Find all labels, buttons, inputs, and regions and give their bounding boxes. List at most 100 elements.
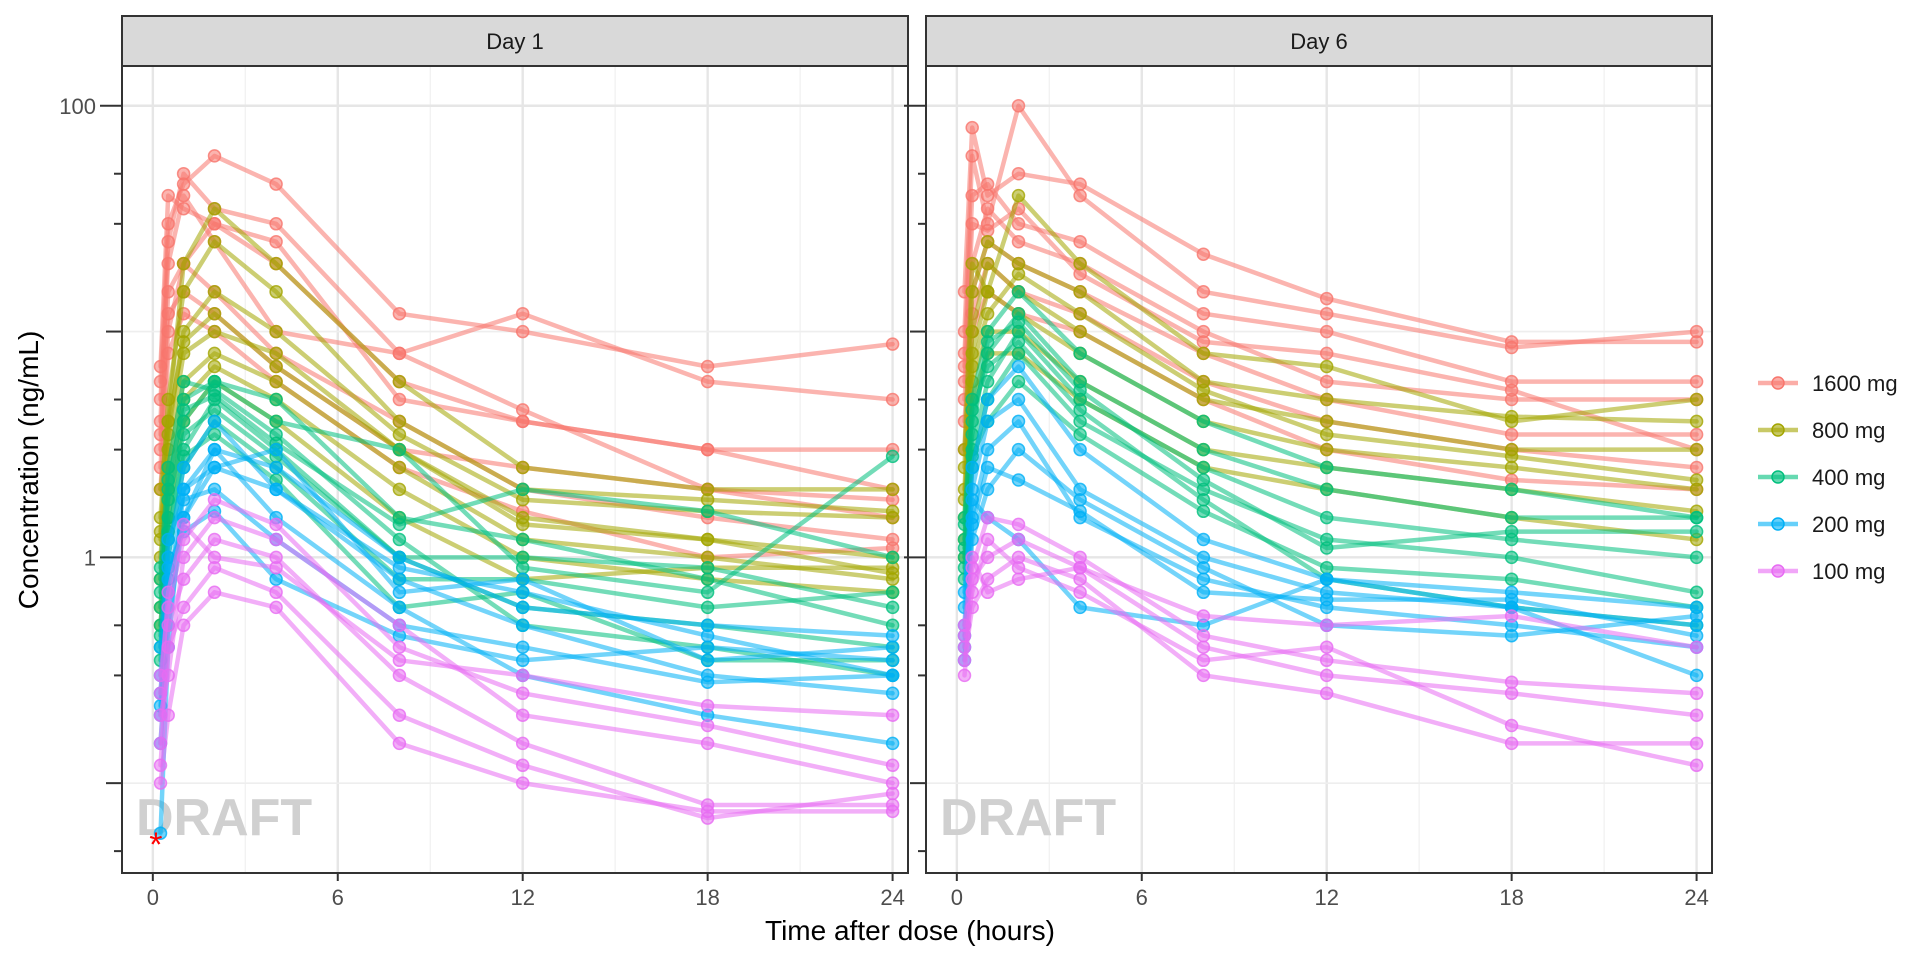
panel-2-data-point (1504, 628, 1519, 643)
panel-1-data-point (515, 736, 530, 751)
panel-1-data-point (392, 585, 407, 600)
panel-2-data-point (1073, 234, 1087, 249)
panel-1-data-point (700, 628, 715, 643)
panel-1-data-point (515, 653, 530, 668)
panel-2-data-point (965, 217, 979, 231)
panel-1-x-tick-label: 12 (510, 885, 534, 910)
panel-2-data-point (1319, 306, 1334, 321)
panel-1-data-point (392, 414, 407, 429)
panel-2-data-point (957, 668, 972, 683)
panel-1-data-point (700, 492, 715, 507)
panel-1-data-point (269, 414, 283, 429)
panel-2-data-point (1073, 383, 1087, 397)
panel-2-data-point (1319, 592, 1334, 607)
panel-1-data-point (885, 600, 900, 615)
panel-2-data-point (980, 460, 995, 475)
panel-2-data-point (957, 640, 972, 654)
panel-1-data-point (515, 618, 530, 633)
y-axis-title: Concentration (ng/mL) (13, 331, 44, 610)
panel-1-data-point (207, 324, 222, 339)
panel-1-data-point (392, 560, 407, 575)
panel-1-data-point (885, 337, 900, 351)
panel-2-x-tick-label: 6 (1136, 885, 1148, 910)
panel-1-data-point (700, 640, 715, 654)
panel-2-data-point (1196, 560, 1211, 575)
panel-1-data-point (269, 442, 283, 457)
panel-2-data-point (957, 618, 972, 633)
panel-1-data-point (207, 460, 222, 475)
panel-1-data-point (207, 359, 222, 374)
panel-2-data-point (1319, 510, 1334, 525)
panel-1-data-point (161, 256, 175, 271)
panel-2-data-point (1196, 653, 1211, 668)
panel-1-data-point (700, 600, 715, 615)
panel-2-x-tick-label: 0 (951, 885, 963, 910)
panel-1-data-point (207, 388, 222, 403)
panel-1-data-point (885, 758, 900, 773)
panel-1-data-point (269, 346, 283, 361)
panel-2-data-point (1196, 306, 1211, 321)
panel-2-data-point (1689, 374, 1704, 389)
panel-2-data-point (1011, 267, 1026, 281)
panel-1-x-tick-label: 6 (332, 885, 344, 910)
legend-key-point (1771, 423, 1785, 437)
panel-2-data-point (1073, 188, 1087, 203)
panel-2-data-point (1689, 427, 1704, 442)
panel-2-data-point (980, 223, 995, 238)
panel-1-data-point (392, 517, 407, 532)
panel-2-data-point (1504, 482, 1519, 497)
panel-2-data-point (980, 285, 995, 299)
panel-2-series (957, 120, 1704, 349)
y-tick-label: 100 (59, 94, 96, 119)
legend-label: 400 mg (1812, 465, 1885, 490)
panel-2-border (925, 65, 1713, 874)
legend-label: 1600 mg (1812, 371, 1898, 396)
panel-1-data-point (269, 374, 283, 389)
panel-2-x-tick-label: 12 (1314, 885, 1338, 910)
panel-2-data-point (1504, 572, 1519, 586)
panel-1-data-point (153, 826, 168, 840)
panel-1-data-point (392, 668, 407, 683)
panel-2-data-point (965, 188, 979, 203)
panel-1-data-point (885, 736, 900, 751)
panel-1-data-point (207, 403, 222, 417)
panel-2-data-point (1504, 383, 1519, 397)
panel-2-data-point (980, 234, 995, 249)
panel-1-data-point (207, 550, 222, 565)
panel-1-data-point (885, 708, 900, 722)
panel-2-data-point (965, 460, 979, 475)
panel-1-data-point (392, 653, 407, 668)
panel-2-data-point (1073, 572, 1087, 586)
panel-2-data-point (1196, 285, 1211, 299)
panel-1-data-point (161, 306, 175, 321)
panel-1-data-point (207, 346, 222, 361)
panel-1-x-tick-label: 0 (147, 885, 159, 910)
panel-2-data-point (1196, 442, 1211, 457)
panel-1-data-point (392, 460, 407, 475)
legend-key-point (1771, 564, 1785, 578)
panel-1-data-point (269, 217, 283, 231)
panel-2-series (957, 267, 1704, 507)
panel-1-data-point (176, 285, 191, 299)
panel-2-data-point (1011, 166, 1026, 181)
panel-2-data-point (1073, 560, 1087, 575)
panel-2-data-point (1504, 460, 1519, 475)
panel-1-data-point (515, 306, 530, 321)
panel-2-data-point (965, 285, 979, 299)
panel-2-data-point (1319, 374, 1334, 389)
panel-2-data-point (1011, 473, 1026, 487)
panel-2-data-point (1689, 550, 1704, 565)
panel-2-data-point (980, 306, 995, 321)
panel-1-data-point (392, 532, 407, 547)
panel-1-series (153, 585, 900, 819)
legend-label: 200 mg (1812, 512, 1885, 537)
panel-2-data-point (980, 256, 995, 271)
panel-1-data-point (515, 517, 530, 532)
legend-item: 400 mg (1758, 465, 1885, 490)
panel-2-series (957, 532, 1704, 773)
panel-2-data-point (1319, 541, 1334, 555)
panel-2-data-point (1011, 414, 1026, 429)
panel-1-data-point (700, 560, 715, 575)
